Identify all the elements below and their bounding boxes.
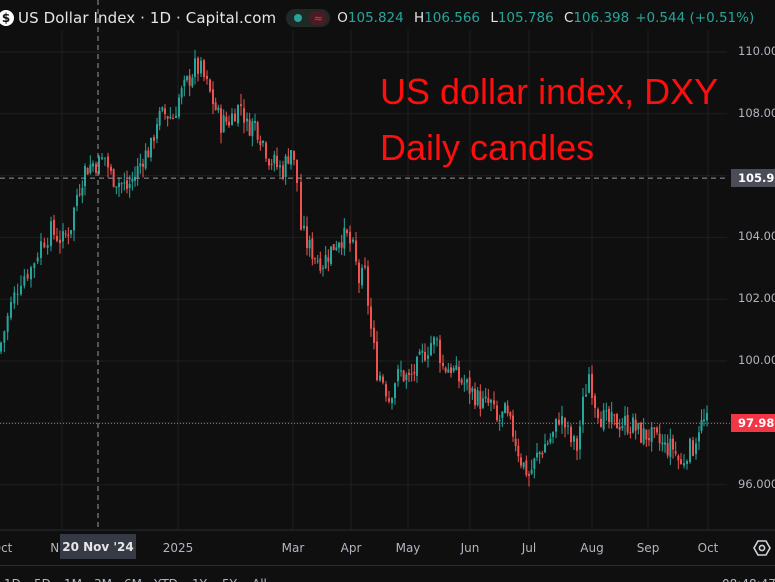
range-button-1d[interactable]: 1D [4,577,21,582]
time-axis-label: 2025 [162,541,194,555]
time-axis-label: May [395,541,421,555]
price-axis-label: 110.000 [738,44,775,58]
dollar-symbol-icon: $ [0,10,14,26]
chart-grid [0,30,775,531]
high-label: H [414,10,425,26]
time-axis-label: Jun [460,541,480,555]
time-axis-label: Mar [281,541,305,555]
time-axis-label: Aug [580,541,604,555]
ohlc-values: O105.824 H106.566 L105.786 C106.398 [337,10,635,26]
crosshair-date-tag: 20 Nov '24 [60,534,136,559]
low-value: 105.786 [497,10,554,26]
time-axis-label: Oct [697,541,719,555]
symbol-title[interactable]: US Dollar Index · 1D · Capital.com [18,9,277,27]
time-axis-label: Sep [636,541,660,555]
crosshair-and-price-lines [0,0,731,530]
time-axis-label: Oct [0,541,13,555]
price-axis-label: 102.000 [738,291,775,306]
close-value: 106.398 [573,10,630,26]
price-axis-label: 100.000 [738,353,775,367]
open-label: O [337,10,348,26]
open-value: 105.824 [347,10,404,26]
price-axis-label: 96.000 [738,476,775,491]
time-axis-label: Apr [340,541,362,555]
low-label: L [490,10,498,26]
last-price-tag: 97.980 [731,414,775,433]
wave-icon: ≈ [309,11,328,25]
price-axis-label: 104.000 [738,229,775,244]
settings-hexagon-icon[interactable] [753,539,771,557]
price-axis-label: 108.000 [738,105,775,120]
bottom-toolbar: 1D 5D 1M 3M 6M YTD 1Y 5Y All 08:48:47 UTC [0,565,775,582]
range-button-1y[interactable]: 1Y [192,577,207,582]
close-label: C [563,10,574,26]
crosshair-price-tag: 105.92 [731,169,775,188]
range-button-all[interactable]: All [252,577,267,582]
status-pill[interactable]: ≈ [286,9,331,27]
time-axis-label: Jul [521,541,537,555]
range-button-5y[interactable]: 5Y [222,577,237,582]
range-button-6m[interactable]: 6M [124,577,142,582]
annotation-title: US dollar index, DXY [380,71,719,112]
annotation-subtitle: Daily candles [380,127,595,168]
range-button-1m[interactable]: 1M [64,577,82,582]
chart-legend: $ US Dollar Index · 1D · Capital.com ≈ O… [0,7,754,29]
utc-clock[interactable]: 08:48:47 UTC [722,577,775,582]
range-button-3m[interactable]: 3M [94,577,112,582]
market-open-dot-icon [294,14,303,22]
high-value: 106.566 [424,10,481,26]
range-button-5d[interactable]: 5D [34,577,51,582]
range-button-ytd[interactable]: YTD [154,577,178,582]
candles [0,49,708,487]
price-change: +0.544 (+0.51%) [635,10,755,26]
